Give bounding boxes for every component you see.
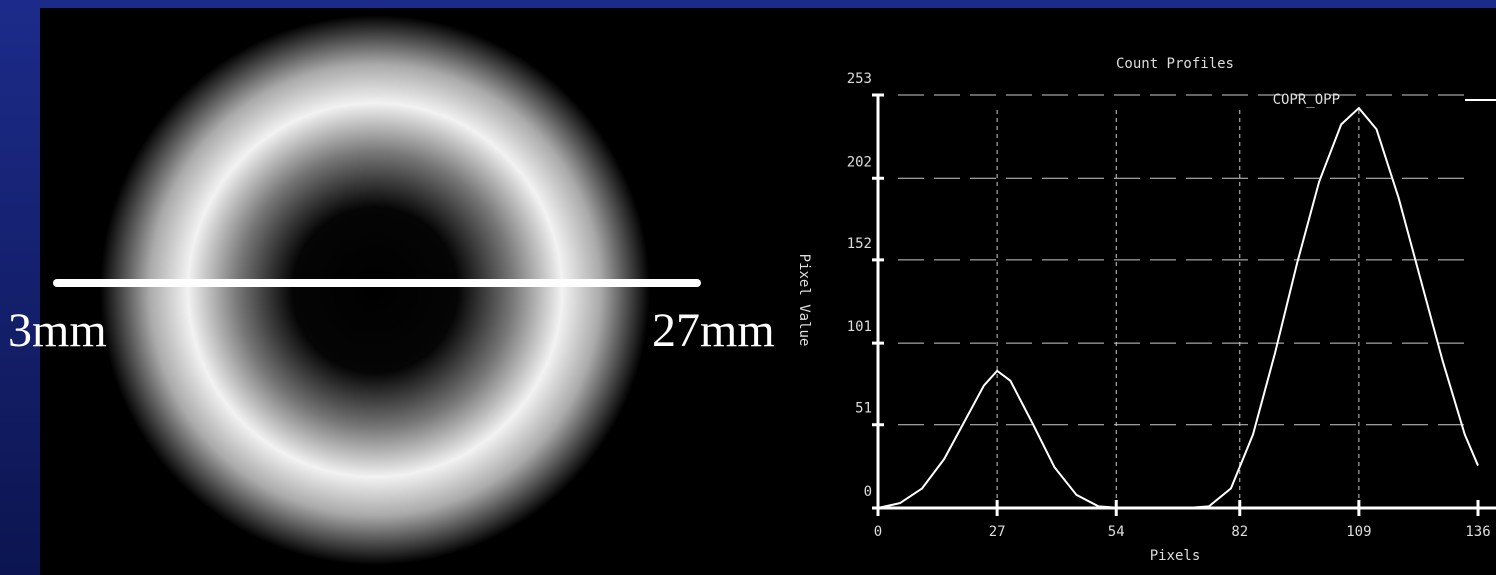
- x-axis-label: Pixels: [1150, 548, 1201, 564]
- x-tick-label: 54: [1108, 524, 1125, 540]
- y-tick-label: 202: [847, 154, 872, 170]
- chart-title: Count Profiles: [1116, 56, 1234, 72]
- ring-image: [100, 15, 650, 565]
- x-tick-label: 109: [1346, 524, 1371, 540]
- y-tick-label: 152: [847, 236, 872, 252]
- left-label: 3mm: [8, 304, 107, 357]
- slide: 3mm 27mm Count Profiles Pixels Pixel Val…: [0, 0, 1496, 575]
- x-tick-label: 82: [1231, 524, 1248, 540]
- x-tick-label: 136: [1465, 524, 1490, 540]
- legend-label: COPR_OPP: [1273, 92, 1340, 108]
- y-tick-label: 101: [847, 319, 872, 335]
- x-tick-label: 0: [874, 524, 882, 540]
- y-tick-label: 51: [855, 401, 872, 417]
- x-tick-label: 27: [989, 524, 1006, 540]
- y-axis-label: Pixel Value: [796, 254, 812, 347]
- y-tick-label: 253: [847, 71, 872, 87]
- right-label: 27mm: [652, 304, 775, 357]
- y-tick-label: 0: [864, 484, 872, 500]
